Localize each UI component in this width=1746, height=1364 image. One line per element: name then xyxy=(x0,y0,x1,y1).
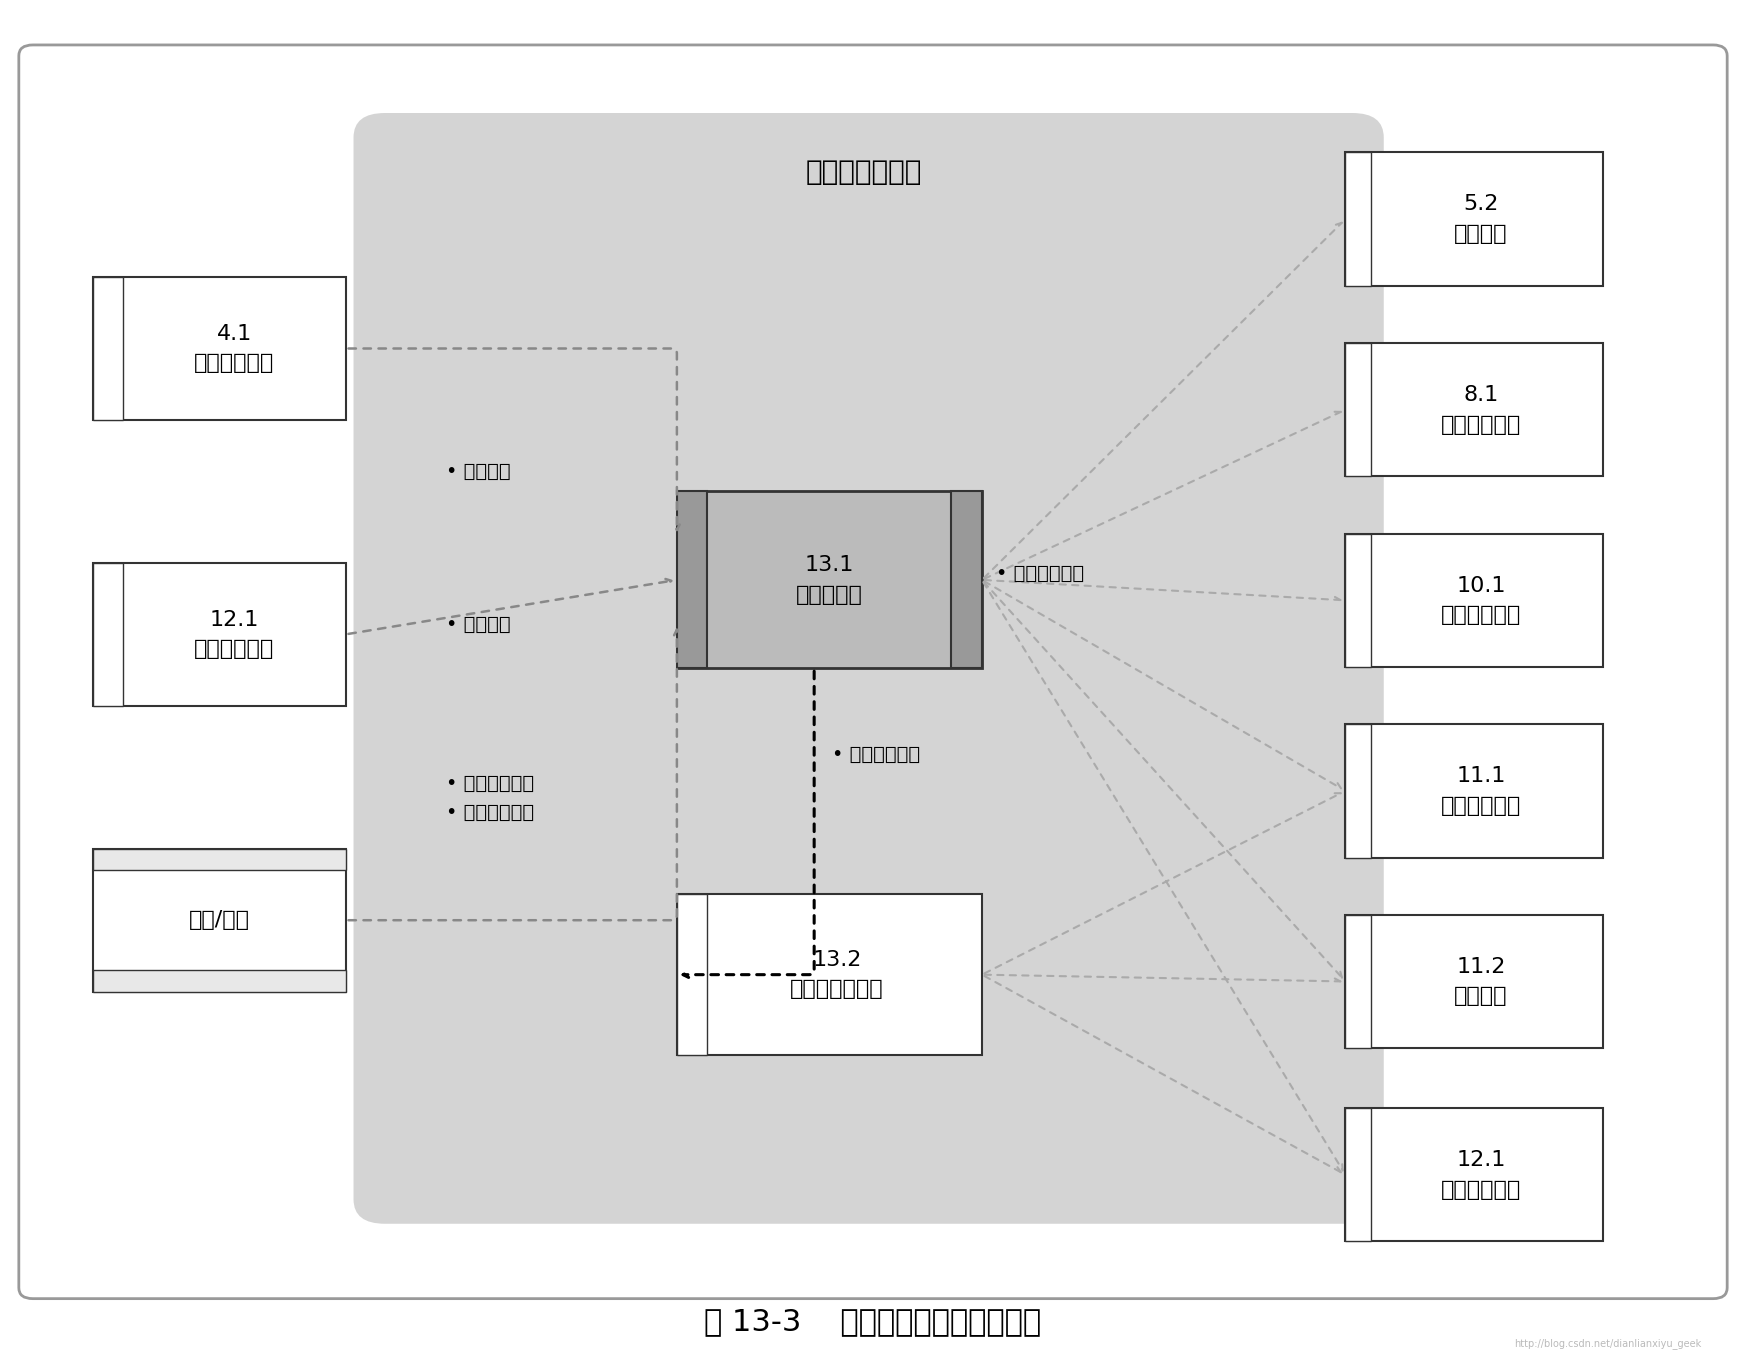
Bar xyxy=(677,491,707,668)
Text: http://blog.csdn.net/dianlianxiyu_geek: http://blog.csdn.net/dianlianxiyu_geek xyxy=(1514,1338,1701,1349)
Text: 4.1
制定项目章程: 4.1 制定项目章程 xyxy=(194,323,274,374)
Text: 13.2
规划干系人管理: 13.2 规划干系人管理 xyxy=(791,949,883,1000)
Bar xyxy=(952,491,981,668)
Bar xyxy=(1346,153,1603,286)
Bar xyxy=(1346,915,1371,1048)
Text: 11.1
规划风险管理: 11.1 规划风险管理 xyxy=(1440,767,1521,816)
Bar xyxy=(1346,533,1371,667)
Bar xyxy=(93,848,346,870)
FancyBboxPatch shape xyxy=(353,113,1385,1224)
Text: 11.2
识别风险: 11.2 识别风险 xyxy=(1454,956,1507,1007)
Bar xyxy=(93,277,346,420)
Bar xyxy=(1346,344,1603,476)
Text: 12.1
规划采购管理: 12.1 规划采购管理 xyxy=(1440,1150,1521,1199)
Text: 13.1
识别干系人: 13.1 识别干系人 xyxy=(796,555,863,604)
Bar xyxy=(1346,344,1371,476)
Text: • 干系人登记册: • 干系人登记册 xyxy=(831,745,920,764)
Bar xyxy=(1346,1108,1603,1241)
Text: 8.1
规划质量管理: 8.1 规划质量管理 xyxy=(1440,385,1521,435)
Bar xyxy=(93,848,346,992)
Bar xyxy=(93,563,346,705)
Bar xyxy=(677,491,981,668)
Text: 图 13-3    识别干系人的数据流向图: 图 13-3 识别干系人的数据流向图 xyxy=(704,1307,1042,1337)
Text: • 项目章程: • 项目章程 xyxy=(445,461,510,480)
Bar xyxy=(1346,153,1371,286)
Bar xyxy=(93,563,124,705)
Text: 项目干系人管理: 项目干系人管理 xyxy=(807,157,922,186)
Bar xyxy=(1346,724,1603,858)
Bar xyxy=(1346,1108,1371,1241)
Text: • 采购文件: • 采购文件 xyxy=(445,615,510,634)
Text: 10.1
规划沟通管理: 10.1 规划沟通管理 xyxy=(1440,576,1521,625)
Text: • 组织过程资产
• 事业环境因素: • 组织过程资产 • 事业环境因素 xyxy=(445,773,534,822)
Bar xyxy=(677,895,707,1054)
FancyBboxPatch shape xyxy=(19,45,1727,1299)
Text: 12.1
规划采购管理: 12.1 规划采购管理 xyxy=(194,610,274,659)
Text: • 干系人登记册: • 干系人登记册 xyxy=(995,563,1084,582)
Bar xyxy=(93,277,124,420)
Text: 企业/组织: 企业/组织 xyxy=(189,910,250,930)
Bar xyxy=(1346,724,1371,858)
Bar xyxy=(1346,533,1603,667)
Text: 5.2
收集需求: 5.2 收集需求 xyxy=(1454,195,1507,244)
Bar xyxy=(677,895,981,1054)
Bar xyxy=(93,970,346,992)
Bar xyxy=(1346,915,1603,1048)
